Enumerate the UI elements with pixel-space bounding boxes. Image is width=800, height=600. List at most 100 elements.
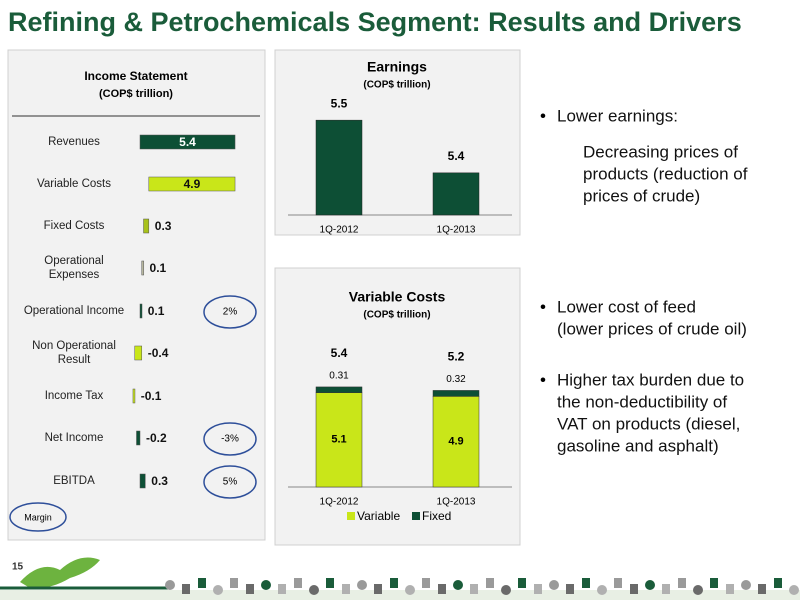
icon bbox=[789, 585, 799, 595]
icon bbox=[438, 584, 446, 594]
x-tick-label: 1Q-2013 bbox=[437, 225, 476, 236]
value-label: 5.4 bbox=[179, 135, 196, 149]
bar bbox=[148, 176, 236, 192]
icon bbox=[582, 578, 590, 588]
value-label: 5.1 bbox=[331, 434, 346, 446]
chart-subtitle: (COP$ trillion) bbox=[363, 310, 430, 321]
margin-oval bbox=[203, 295, 257, 329]
bullet-dot: • bbox=[540, 106, 546, 125]
icon bbox=[534, 584, 542, 594]
value-label: 0.1 bbox=[148, 304, 165, 318]
icon bbox=[230, 578, 238, 588]
icon bbox=[710, 578, 718, 588]
icon bbox=[597, 585, 607, 595]
bar bbox=[134, 345, 143, 361]
chart-subtitle: (COP$ trillion) bbox=[99, 88, 173, 100]
bullet-text: Lower earnings: bbox=[557, 106, 678, 125]
margin-legend-oval bbox=[9, 502, 67, 532]
page-number: 15 bbox=[12, 562, 24, 573]
bar bbox=[136, 430, 141, 446]
value-label: -0.4 bbox=[148, 346, 169, 360]
bar-segment bbox=[315, 392, 363, 488]
icon bbox=[453, 580, 463, 590]
bullet-detail: Decreasing prices of bbox=[583, 142, 738, 161]
icon bbox=[213, 585, 223, 595]
x-tick-label: 1Q-2012 bbox=[320, 497, 359, 508]
total-label: 5.2 bbox=[448, 350, 465, 364]
icon bbox=[741, 580, 751, 590]
icon bbox=[182, 584, 190, 594]
bar bbox=[432, 172, 480, 216]
chart-title: Earnings bbox=[367, 59, 427, 75]
decoration bbox=[165, 578, 799, 595]
icon bbox=[758, 584, 766, 594]
legend-swatch bbox=[347, 512, 355, 520]
margin-label: -3% bbox=[221, 434, 239, 445]
panel bbox=[274, 49, 521, 236]
icon bbox=[374, 584, 382, 594]
margin-oval bbox=[203, 465, 257, 499]
bullet-text: Higher tax burden due to bbox=[557, 370, 744, 389]
icon bbox=[261, 580, 271, 590]
bar bbox=[139, 134, 236, 150]
legend-label: Variable bbox=[357, 509, 400, 523]
icon bbox=[614, 578, 622, 588]
icon bbox=[390, 578, 398, 588]
icon bbox=[774, 578, 782, 588]
category-label: Income Tax bbox=[44, 390, 104, 402]
value-label: 4.9 bbox=[184, 177, 201, 191]
icon bbox=[693, 585, 703, 595]
icon bbox=[518, 578, 526, 588]
value-label: 4.9 bbox=[448, 436, 463, 448]
bullet-detail: products (reduction of bbox=[583, 164, 748, 183]
value-label: 5.5 bbox=[331, 96, 348, 110]
icon bbox=[309, 585, 319, 595]
chart-title: Variable Costs bbox=[349, 289, 446, 305]
margin-label: 5% bbox=[223, 477, 238, 488]
value-label: 0.31 bbox=[329, 371, 349, 382]
icon bbox=[405, 585, 415, 595]
value-label: 5.4 bbox=[448, 149, 465, 163]
value-label: 0.3 bbox=[155, 219, 172, 233]
category-label: Revenues bbox=[48, 136, 100, 148]
bar bbox=[132, 388, 136, 404]
icon bbox=[566, 584, 574, 594]
icon bbox=[486, 578, 494, 588]
value-label: -0.1 bbox=[141, 389, 162, 403]
icon bbox=[645, 580, 655, 590]
category-label: Fixed Costs bbox=[43, 220, 105, 232]
category-label: Non Operational Result bbox=[32, 340, 116, 366]
legend-swatch bbox=[412, 512, 420, 520]
icon bbox=[662, 584, 670, 594]
bullet-text: Lower cost of feed bbox=[557, 297, 696, 316]
icon bbox=[165, 580, 175, 590]
bar-segment bbox=[432, 390, 480, 397]
bar-segment bbox=[315, 386, 363, 393]
category-label: Operational Income bbox=[23, 305, 125, 317]
icon bbox=[357, 580, 367, 590]
bullet-dot: • bbox=[540, 370, 546, 389]
value-label: 0.32 bbox=[446, 374, 466, 385]
icon bbox=[326, 578, 334, 588]
value-label: 0.1 bbox=[150, 261, 167, 275]
bar bbox=[315, 119, 363, 216]
bar bbox=[143, 218, 150, 234]
icon bbox=[678, 578, 686, 588]
total-label: 5.4 bbox=[331, 346, 348, 360]
x-tick-label: 1Q-2012 bbox=[320, 225, 359, 236]
bullet-text: the non-deductibility of bbox=[557, 392, 727, 411]
icon bbox=[630, 584, 638, 594]
x-tick-label: 1Q-2013 bbox=[437, 497, 476, 508]
icon bbox=[549, 580, 559, 590]
icon bbox=[726, 584, 734, 594]
bar bbox=[139, 473, 146, 489]
icon bbox=[342, 584, 350, 594]
bullet-dot: • bbox=[540, 297, 546, 316]
margin-legend: Margin bbox=[24, 512, 52, 522]
icon bbox=[246, 584, 254, 594]
bar-segment bbox=[432, 396, 480, 488]
chart-subtitle: (COP$ trillion) bbox=[363, 80, 430, 91]
margin-oval bbox=[203, 422, 257, 456]
